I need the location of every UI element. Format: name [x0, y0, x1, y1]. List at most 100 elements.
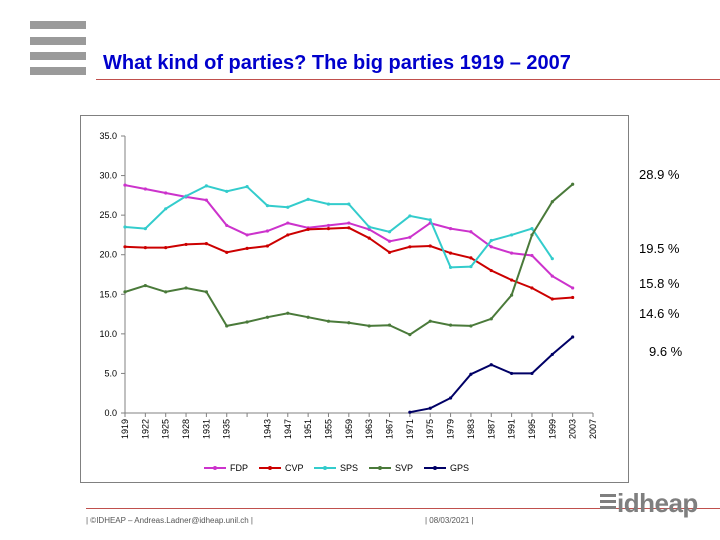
data-point-cvp	[143, 245, 147, 250]
data-point-fdp	[326, 223, 331, 228]
x-tick-label: 1928	[181, 419, 191, 439]
data-point-cvp	[367, 236, 371, 240]
data-point-gps	[530, 371, 534, 376]
data-point-sps	[428, 218, 432, 222]
data-point-svp	[265, 315, 270, 319]
data-point-fdp	[286, 221, 290, 225]
legend-label-gps: GPS	[450, 463, 469, 473]
line-chart: 0.0 5.0 10.0 15.0 20.0 25.0 30.0 35.0 1919 1922 19…	[99, 131, 598, 473]
end-label-gps: 9.6 %	[649, 344, 683, 359]
y-tick-label: 25.0	[99, 210, 117, 220]
data-point-sps	[510, 233, 514, 237]
data-point-fdp	[448, 226, 453, 231]
data-point-cvp	[245, 246, 249, 250]
end-label-fdp: 15.8 %	[639, 276, 680, 291]
x-tick-label: 1955	[323, 419, 333, 439]
footer-date: | 08/03/2021 |	[425, 516, 474, 525]
data-point-cvp	[164, 245, 168, 250]
data-point-svp	[306, 315, 310, 319]
data-point-fdp	[510, 251, 514, 255]
data-point-svp	[367, 324, 371, 328]
data-point-gps	[408, 410, 412, 414]
series-line-svp	[124, 183, 574, 336]
data-point-cvp	[265, 244, 270, 248]
y-tick-label: 35.0	[99, 131, 117, 141]
x-tick-label: 1979	[446, 419, 456, 439]
decor-bar-4	[30, 67, 86, 75]
decor-bar-3	[30, 52, 86, 60]
end-label-svp: 28.9 %	[639, 167, 680, 182]
legend-label-sps: SPS	[340, 463, 358, 473]
end-label-sps: 19.5 %	[639, 241, 680, 256]
data-point-cvp	[408, 245, 412, 249]
data-point-sps	[530, 226, 534, 231]
data-point-cvp	[286, 233, 290, 237]
x-tick-label: 1951	[303, 419, 313, 439]
data-point-fdp	[489, 245, 493, 249]
data-point-cvp	[123, 245, 127, 249]
x-tick-label: 1991	[507, 419, 517, 439]
series-line-sps	[124, 184, 554, 269]
data-point-sps	[347, 202, 351, 206]
data-point-cvp	[204, 242, 208, 246]
legend-label-svp: SVP	[395, 463, 413, 473]
y-tick-label: 5.0	[104, 368, 117, 378]
y-tick-label: 10.0	[99, 329, 117, 339]
data-point-cvp	[428, 244, 432, 248]
data-point-fdp	[225, 223, 229, 228]
x-tick-label: 1975	[425, 419, 435, 439]
data-point-svp	[164, 290, 168, 294]
data-point-svp	[347, 321, 351, 325]
x-tick-label: 1963	[364, 419, 374, 439]
data-point-fdp	[265, 229, 270, 233]
data-point-gps	[448, 396, 453, 400]
x-tick-label: 2003	[568, 419, 578, 439]
x-tick-label: 1943	[262, 419, 272, 439]
data-point-svp	[530, 233, 534, 237]
data-point-svp	[225, 324, 229, 328]
x-tick-label: 1919	[120, 419, 130, 439]
data-point-svp	[469, 324, 473, 328]
data-point-fdp	[408, 235, 412, 239]
data-point-fdp	[571, 286, 575, 290]
x-tick-label: 1987	[486, 419, 496, 439]
data-point-gps	[571, 335, 575, 339]
data-point-cvp	[550, 297, 554, 301]
data-point-sps	[184, 194, 188, 198]
y-tick-label: 0.0	[104, 408, 117, 418]
data-point-svp	[326, 319, 331, 323]
data-point-svp	[550, 200, 554, 204]
data-point-fdp	[347, 221, 351, 225]
data-point-svp	[143, 283, 147, 288]
data-point-svp	[428, 319, 432, 323]
data-point-gps	[428, 406, 432, 410]
legend-marker-fdp	[213, 466, 217, 470]
data-point-fdp	[204, 198, 208, 202]
legend-marker-cvp	[268, 466, 272, 470]
data-point-fdp	[530, 253, 534, 258]
data-point-sps	[245, 185, 249, 189]
x-tick-label: 1925	[161, 419, 171, 439]
data-point-cvp	[469, 256, 473, 260]
y-tick-label: 30.0	[99, 171, 117, 181]
data-point-sps	[448, 265, 453, 269]
data-point-cvp	[326, 226, 331, 231]
legend-marker-sps	[323, 466, 327, 470]
data-point-fdp	[387, 239, 392, 243]
data-point-gps	[489, 363, 493, 367]
data-point-sps	[408, 214, 412, 218]
x-tick-label: 1922	[140, 419, 150, 439]
data-point-fdp	[550, 274, 554, 278]
x-tick-label: 1959	[344, 419, 354, 439]
idheap-logo-mark	[600, 494, 616, 509]
x-tick-label: 1931	[201, 419, 211, 439]
footer-divider	[86, 508, 720, 509]
data-point-gps	[510, 371, 514, 376]
data-point-sps	[306, 197, 310, 201]
data-point-sps	[286, 205, 290, 209]
data-point-fdp	[123, 183, 127, 187]
x-tick-label: 1999	[547, 419, 557, 439]
legend-label-cvp: CVP	[285, 463, 304, 473]
data-point-svp	[510, 293, 514, 297]
title-underline	[96, 79, 720, 80]
